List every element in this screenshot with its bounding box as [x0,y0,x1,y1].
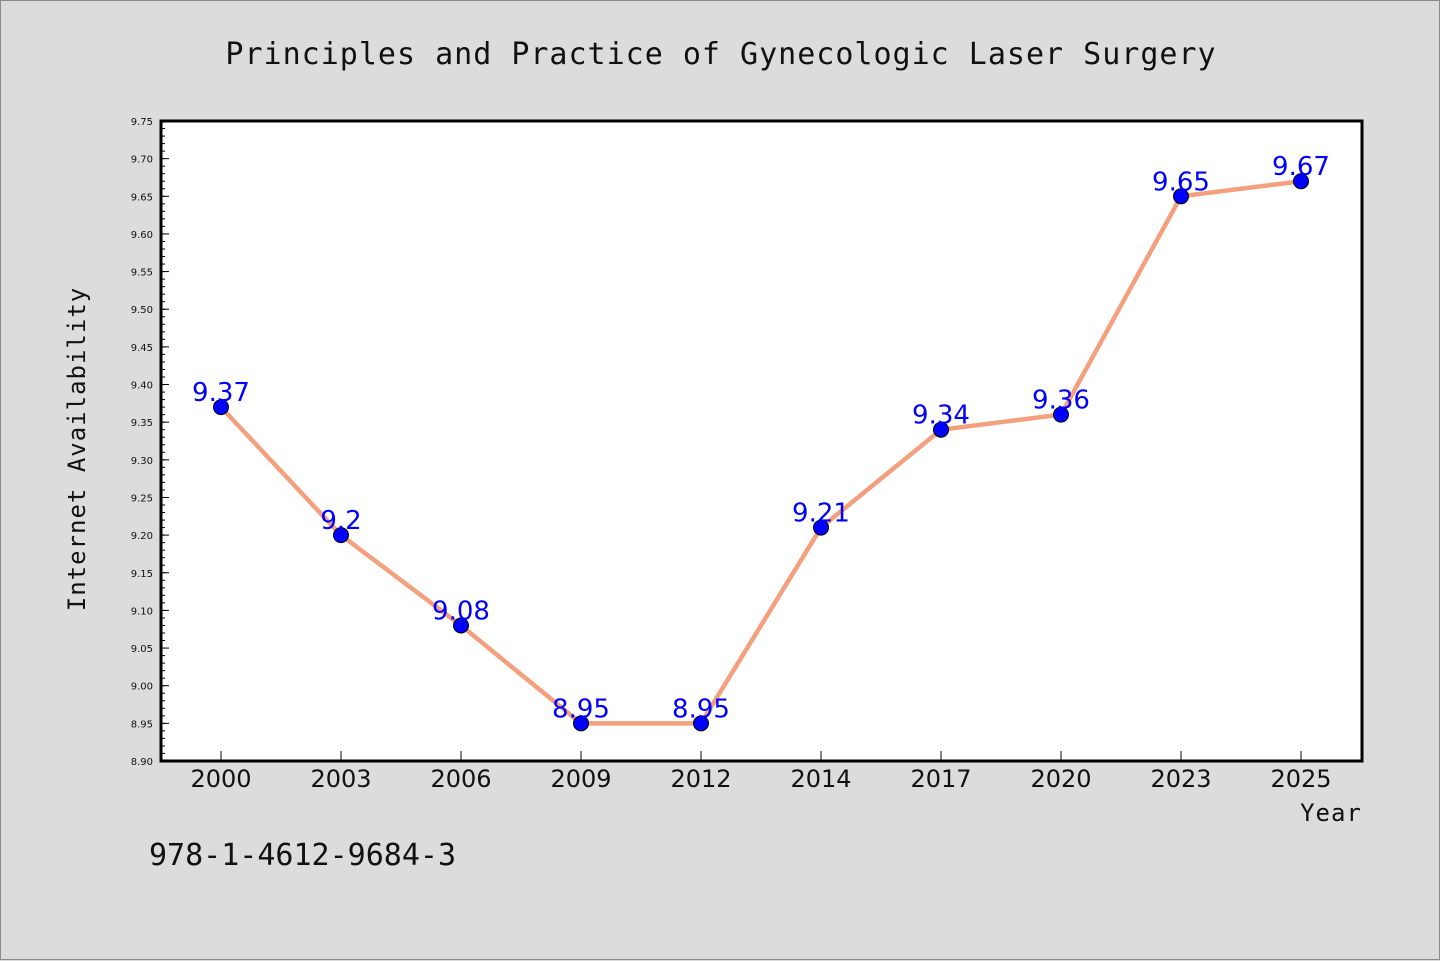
y-tick-label: 9.75 [131,117,153,128]
series-line-group [218,178,1304,726]
data-point [933,421,949,438]
x-tick-label: 2012 [670,765,731,793]
data-point [453,617,469,634]
y-tick-label: 9.10 [131,606,153,617]
y-tick-label: 9.25 [131,493,153,504]
data-point [1053,406,1069,423]
data-point [573,715,589,732]
data-label: 9.67 [1272,152,1330,182]
data-label: 9.37 [192,378,250,408]
data-point [1293,173,1309,190]
y-tick-label: 8.95 [131,719,153,730]
isbn-annotation: 978-1-4612-9684-3 [149,838,456,873]
y-tick-label: 9.00 [131,682,153,693]
y-tick-label: 9.15 [131,569,153,580]
y-tick-label: 9.70 [131,155,153,166]
data-label: 9.21 [792,499,850,529]
data-label: 8.95 [552,694,610,724]
y-axis-label: Internet Availability [63,287,91,611]
series-line [218,178,1304,726]
x-tick-label: 2023 [1150,765,1211,793]
x-axis-label: Year [1300,799,1362,827]
y-tick-label: 9.65 [131,192,153,203]
data-point [813,519,829,536]
data-label: 9.65 [1152,167,1210,197]
data-label: 9.36 [1032,386,1090,416]
y-tick-label: 9.35 [131,418,153,429]
y-tick-label: 9.20 [131,531,153,542]
data-label-group: 9.37 9.2 9.08 8.95 8.95 9.21 9.34 9.36 9.65 9.67 [192,152,1330,724]
marker-group [213,173,1309,732]
x-tick-label: 2017 [910,765,971,793]
data-point [1173,188,1189,205]
x-tick-label: 2014 [790,765,851,793]
x-tick-label: 2003 [310,765,371,793]
y-axis: 8.90 8.95 9.00 9.05 9.10 9.15 9.20 9.25 9.30 9.35… [131,117,169,768]
plot-area [159,119,1364,763]
x-tick-label: 2020 [1030,765,1091,793]
data-label: 9.08 [432,596,490,626]
x-tick-label: 2025 [1270,765,1331,793]
data-point [333,527,349,544]
y-tick-label: 9.40 [131,381,153,392]
x-tick-label: 2006 [430,765,491,793]
x-axis: 2000 2003 2006 2009 2012 2014 2017 2020 2023 2025 [190,751,1332,793]
y-tick-label: 8.90 [131,757,153,768]
chart-title: Principles and Practice of Gynecologic L… [225,37,1216,72]
data-label: 8.95 [672,694,730,724]
x-tick-label: 2000 [190,765,251,793]
y-tick-label: 9.50 [131,305,153,316]
data-label: 9.34 [912,401,970,431]
data-point [213,399,229,416]
x-tick-label: 2009 [550,765,611,793]
y-tick-label: 9.30 [131,456,153,467]
data-point [693,715,709,732]
data-label: 9.2 [320,506,361,536]
y-tick-label: 9.60 [131,230,153,241]
y-tick-label: 9.55 [131,268,153,279]
y-tick-label: 9.05 [131,644,153,655]
y-tick-label: 9.45 [131,343,153,354]
